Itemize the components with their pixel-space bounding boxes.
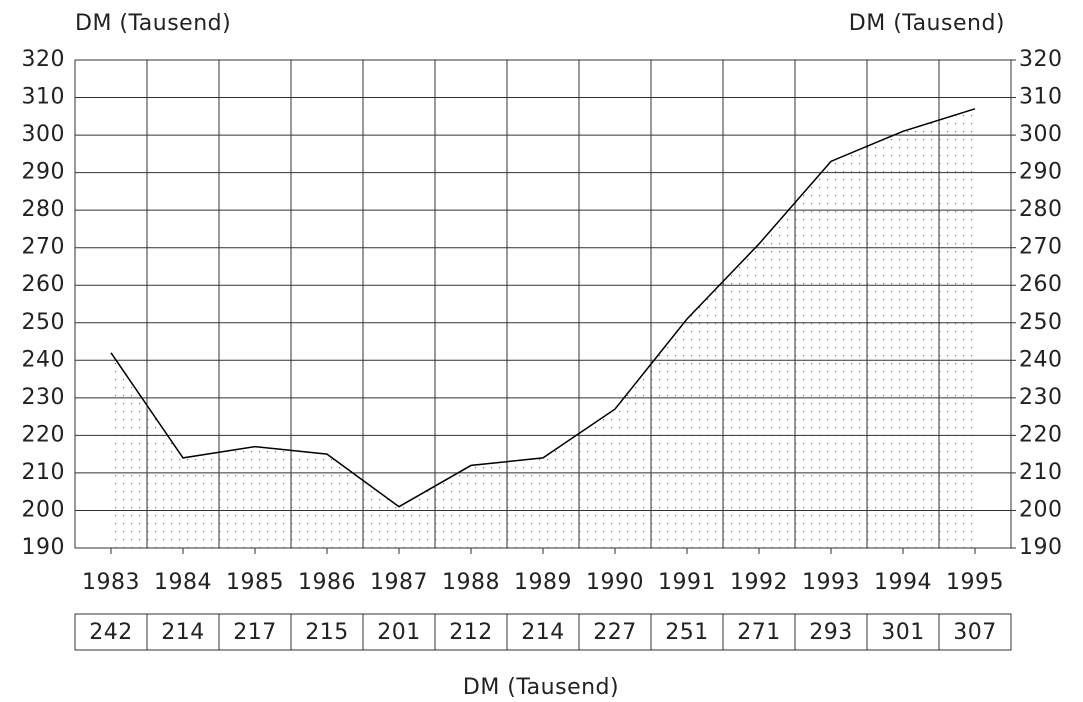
x-tick-label: 1986 [298, 570, 356, 595]
y-tick-label: 270 [22, 235, 66, 260]
y2-tick-label: 310 [1019, 85, 1063, 110]
y2-tick-label: 230 [1019, 385, 1063, 410]
table-value: 251 [665, 620, 709, 645]
y2-tick-label: 190 [1019, 535, 1063, 560]
table-value: 215 [305, 620, 349, 645]
y-axis-label: DM (Tausend) [75, 11, 231, 36]
x-tick-label: 1990 [586, 570, 644, 595]
table-value: 242 [89, 620, 133, 645]
y2-tick-label: 290 [1019, 160, 1063, 185]
y-tick-label: 290 [22, 160, 66, 185]
y2-tick-label: 220 [1019, 422, 1063, 447]
y-tick-label: 310 [22, 85, 66, 110]
x-tick-label: 1983 [82, 570, 140, 595]
y-tick-label: 200 [22, 497, 66, 522]
line [110, 108, 976, 508]
y2-tick-label: 250 [1019, 310, 1063, 335]
y-tick-label: 190 [22, 535, 66, 560]
x-tick-label: 1984 [154, 570, 212, 595]
y2-tick-label: 320 [1019, 47, 1063, 72]
table-value: 293 [809, 620, 853, 645]
x-tick-label: 1993 [802, 570, 860, 595]
x-tick-label: 1988 [442, 570, 500, 595]
y2-axis-label: DM (Tausend) [849, 11, 1005, 36]
area [111, 108, 975, 549]
y2-tick-label: 280 [1019, 197, 1063, 222]
y-tick-label: 250 [22, 310, 66, 335]
y2-tick-label: 210 [1019, 460, 1063, 485]
x-tick-label: 1985 [226, 570, 284, 595]
x-tick-label: 1995 [946, 570, 1004, 595]
table-value: 301 [881, 620, 925, 645]
table-value: 214 [521, 620, 565, 645]
table-value: 307 [953, 620, 997, 645]
y-tick-label: 210 [22, 460, 66, 485]
y-tick-label: 280 [22, 197, 66, 222]
x-tick-label: 1994 [874, 570, 932, 595]
y-tick-label: 230 [22, 385, 66, 410]
table-value: 201 [377, 620, 421, 645]
x-tick-label: 1987 [370, 570, 428, 595]
table-value: 217 [233, 620, 277, 645]
x-tick-label: 1989 [514, 570, 572, 595]
table-value: 212 [449, 620, 493, 645]
y2-tick-label: 240 [1019, 347, 1063, 372]
table-cell [938, 613, 1012, 651]
y2-tick-label: 300 [1019, 122, 1063, 147]
table-value: 271 [737, 620, 781, 645]
y-tick-label: 240 [22, 347, 66, 372]
y-tick-label: 300 [22, 122, 66, 147]
table-label: DM (Tausend) [463, 675, 619, 700]
y2-tick-label: 200 [1019, 497, 1063, 522]
y-tick-label: 260 [22, 272, 66, 297]
table-value: 214 [161, 620, 205, 645]
y2-tick-label: 260 [1019, 272, 1063, 297]
y-tick-label: 320 [22, 47, 66, 72]
table-value: 227 [593, 620, 637, 645]
y-tick-label: 220 [22, 422, 66, 447]
x-tick-label: 1991 [658, 570, 716, 595]
x-tick-label: 1992 [730, 570, 788, 595]
y2-tick-label: 270 [1019, 235, 1063, 260]
